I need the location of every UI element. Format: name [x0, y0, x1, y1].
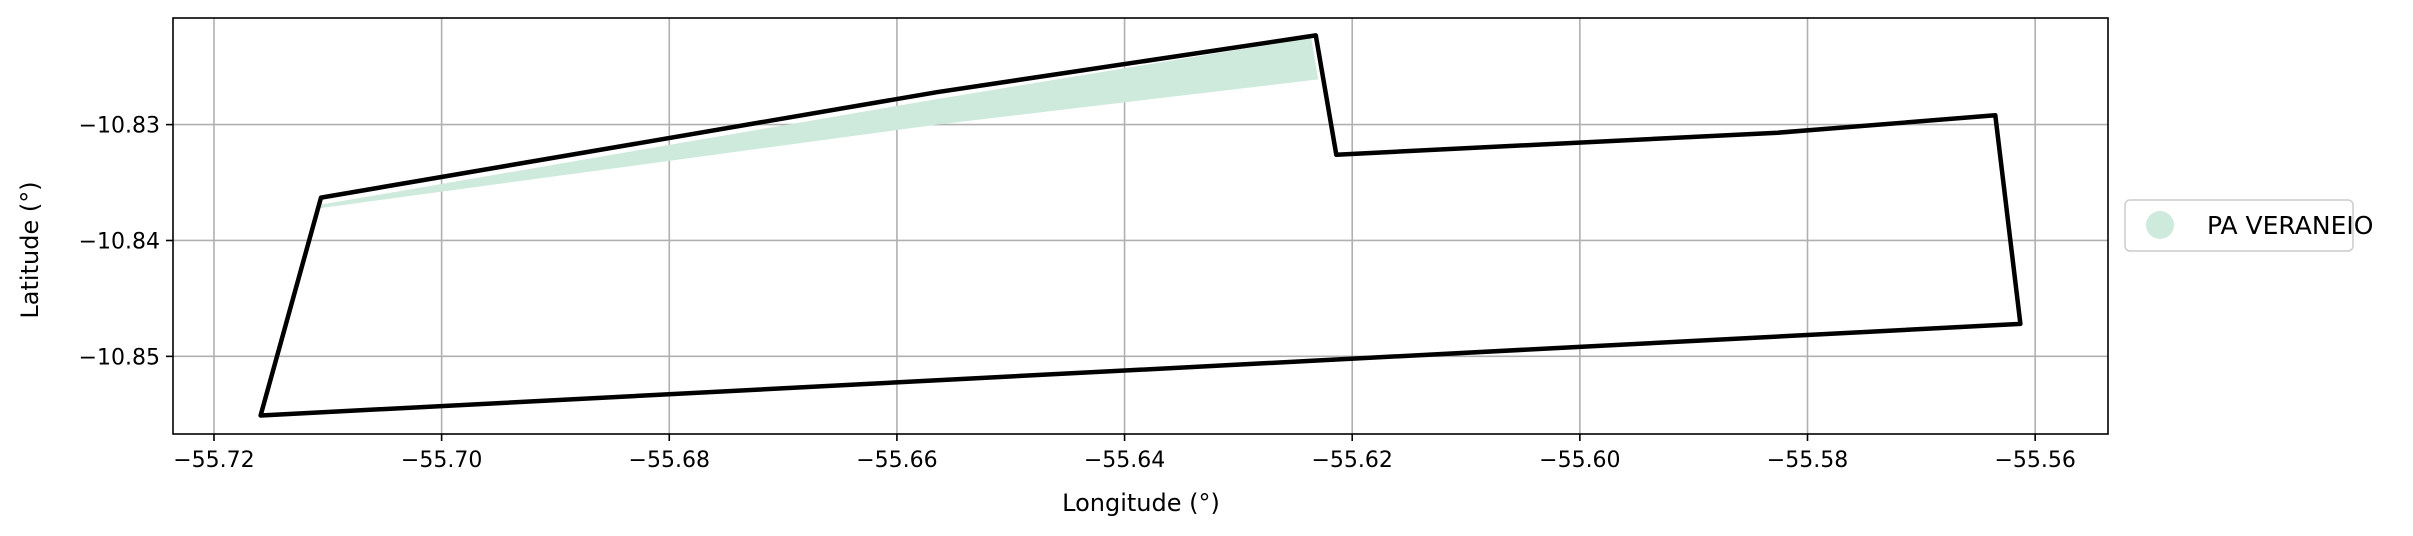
x-tick-label: −55.56 — [1994, 448, 2075, 473]
y-tick-label: −10.85 — [79, 345, 160, 370]
x-tick-label: −55.58 — [1767, 448, 1848, 473]
x-tick-label: −55.60 — [1539, 448, 1620, 473]
x-tick-label: −55.68 — [629, 448, 710, 473]
y-tick-label: −10.83 — [79, 114, 160, 139]
boundary-layer — [258, 33, 2023, 418]
x-tick-label: −55.62 — [1312, 448, 1393, 473]
grid — [173, 18, 2108, 434]
legend-marker — [2146, 211, 2174, 239]
y-tick-label: −10.84 — [79, 229, 160, 254]
legend: PA VERANEIO — [2124, 199, 2373, 252]
x-tick-label: −55.72 — [173, 448, 254, 473]
y-axis-ticks: −10.83 −10.84 −10.85 — [79, 114, 173, 370]
x-tick-label: −55.70 — [401, 448, 482, 473]
pa-veraneio-area — [321, 37, 1319, 209]
x-axis-ticks: −55.72 −55.70 −55.68 −55.66 −55.64 −55.62 −55.… — [173, 434, 2076, 473]
filled-area-layer — [321, 37, 1319, 209]
boundary-outline — [258, 33, 2023, 418]
x-tick-label: −55.64 — [1084, 448, 1165, 473]
x-axis-title: Longitude (°) — [1062, 489, 1220, 517]
legend-frame — [2124, 199, 2354, 252]
y-axis-title: Latitude (°) — [16, 181, 44, 318]
x-tick-label: −55.66 — [856, 448, 937, 473]
legend-label: PA VERANEIO — [2207, 211, 2373, 240]
plot-frame — [172, 17, 2109, 435]
